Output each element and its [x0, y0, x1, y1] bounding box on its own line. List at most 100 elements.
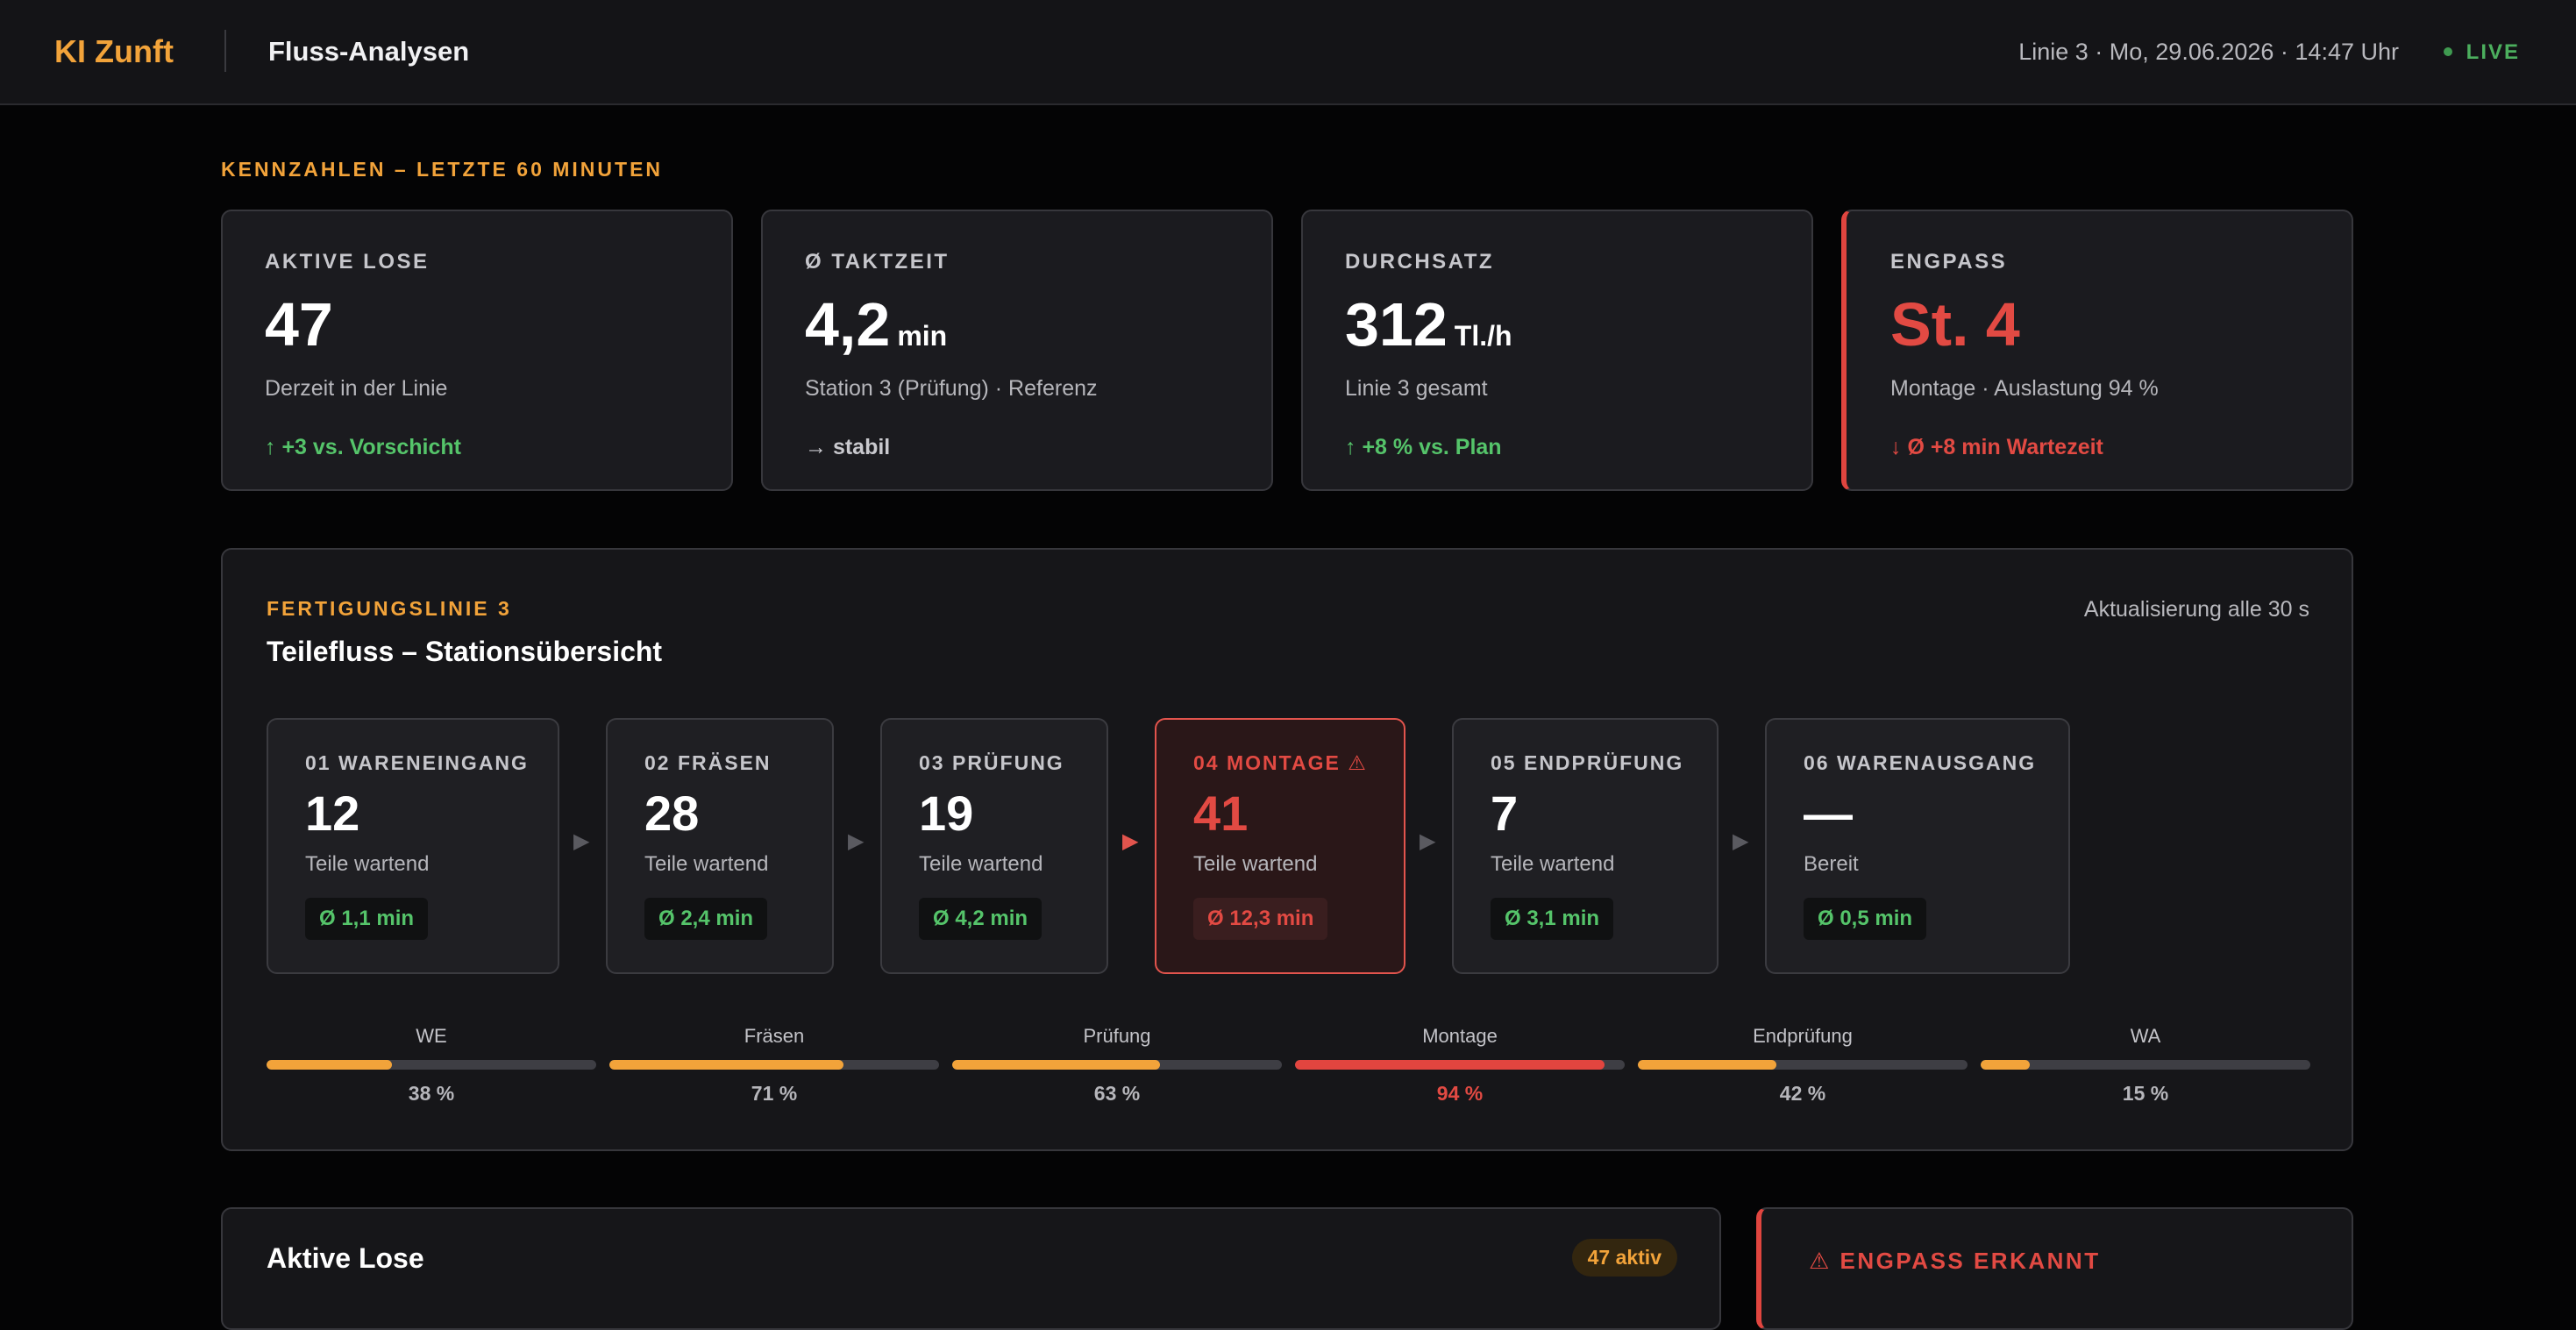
- utilization-fill: [1638, 1060, 1776, 1070]
- kpi-label: ENGPASS: [1890, 250, 2008, 274]
- kpi-unit: Tl./h: [1454, 320, 1512, 352]
- utilization-fill: [267, 1060, 392, 1070]
- station-count: 12: [305, 786, 360, 841]
- brand-logo[interactable]: KI Zunft: [54, 33, 174, 69]
- station-name: 01 WARENEINGANG: [305, 751, 529, 774]
- utilization-milling: Fräsen 71 %: [609, 1025, 939, 1113]
- station-avg-badge: Ø 4,2 min: [919, 898, 1042, 940]
- station-avg-badge: Ø 2,4 min: [644, 898, 768, 940]
- utilization-inspection: Prüfung 63 %: [952, 1025, 1282, 1113]
- station-card-goods-out[interactable]: 06 WARENAUSGANG — Bereit Ø 0,5 min: [1765, 718, 2070, 974]
- kpi-card-cycle-time[interactable]: Ø TAKTZEIT 4,2 min Station 3 (Prüfung) · …: [761, 210, 1273, 491]
- top-bar: KI Zunft Fluss-Analysen Linie 3 · Mo, 29…: [0, 0, 2576, 105]
- utilization-fill: [1981, 1060, 2031, 1070]
- station-card-goods-in[interactable]: 01 WARENEINGANG 12 Teile wartend Ø 1,1 m…: [267, 718, 559, 974]
- station-name: 06 WARENAUSGANG: [1804, 751, 2037, 774]
- bottleneck-alert-panel: ⚠ ENGPASS ERKANNT: [1756, 1207, 2353, 1330]
- station-status: Teile wartend: [1193, 852, 1318, 876]
- utilization-label: Endprüfung: [1753, 1025, 1853, 1047]
- utilization-value: 63 %: [1093, 1082, 1141, 1105]
- utilization-label: Fräsen: [744, 1025, 805, 1047]
- utilization-track: [1638, 1060, 1968, 1070]
- station-avg-badge: Ø 0,5 min: [1804, 898, 1927, 940]
- kpi-card-bottleneck[interactable]: ENGPASS St. 4 Montage · Auslastung 94 % …: [1841, 210, 2353, 491]
- utilization-label: Prüfung: [1083, 1025, 1151, 1047]
- utilization-value: 15 %: [2122, 1082, 2169, 1105]
- live-indicator-icon: [2444, 47, 2452, 56]
- station-count: —: [1804, 786, 1853, 841]
- station-status: Teile wartend: [919, 852, 1043, 876]
- kpi-unit: min: [897, 320, 948, 352]
- utilization-value: 38 %: [408, 1082, 455, 1105]
- station-status: Teile wartend: [1491, 852, 1615, 876]
- flow-arrow-icon: ▶: [1420, 829, 1436, 853]
- kpi-trend: ↑ +8 % vs. Plan: [1345, 435, 1502, 459]
- utilization-fill: [1295, 1060, 1605, 1070]
- kpi-value: 312 Tl./h: [1345, 290, 1512, 359]
- flow-kicker: FERTIGUNGSLINIE 3: [267, 597, 512, 620]
- station-count: 7: [1491, 786, 1519, 841]
- station-card-assembly[interactable]: 04 MONTAGE ⚠ 41 Teile wartend Ø 12,3 min: [1155, 718, 1405, 974]
- kpi-subtitle: Montage · Auslastung 94 %: [1890, 376, 2159, 401]
- utilization-label: Montage: [1422, 1025, 1498, 1047]
- bottleneck-alert-title: ⚠ ENGPASS ERKANNT: [1809, 1248, 2101, 1274]
- kpi-card-throughput[interactable]: DURCHSATZ 312 Tl./h Linie 3 gesamt ↑ +8 %…: [1301, 210, 1813, 491]
- live-status-badge: LIVE: [2466, 40, 2520, 64]
- station-name: 02 FRÄSEN: [644, 751, 772, 774]
- utilization-label: WA: [2130, 1025, 2161, 1047]
- station-card-inspection[interactable]: 03 PRÜFUNG 19 Teile wartend Ø 4,2 min: [880, 718, 1108, 974]
- refresh-interval: Aktualisierung alle 30 s: [2083, 597, 2309, 622]
- station-avg-badge: Ø 3,1 min: [1491, 898, 1614, 940]
- utilization-we: WE 38 %: [267, 1025, 596, 1113]
- utilization-final-inspection: Endprüfung 42 %: [1638, 1025, 1968, 1113]
- station-card-final-inspection[interactable]: 05 ENDPRÜFUNG 7 Teile wartend Ø 3,1 min: [1452, 718, 1719, 974]
- utilization-track: [952, 1060, 1282, 1070]
- utilization-fill: [952, 1060, 1160, 1070]
- kpi-subtitle: Station 3 (Prüfung) · Referenz: [805, 376, 1098, 401]
- topbar-divider: [224, 30, 226, 72]
- active-lots-title: Aktive Lose: [267, 1242, 424, 1274]
- station-avg-badge: Ø 12,3 min: [1193, 898, 1328, 940]
- kpi-value: St. 4: [1890, 290, 2020, 359]
- station-count: 28: [644, 786, 700, 841]
- utilization-fill: [609, 1060, 843, 1070]
- kpi-subtitle: Linie 3 gesamt: [1345, 376, 1488, 401]
- station-name: 03 PRÜFUNG: [919, 751, 1064, 774]
- kpi-card-active-lots[interactable]: AKTIVE LOSE 47 Derzeit in der Linie ↑ +3…: [221, 210, 733, 491]
- kpi-value: 47: [265, 290, 333, 359]
- active-lots-count-badge: 47 aktiv: [1571, 1239, 1677, 1277]
- utilization-label: WE: [416, 1025, 447, 1047]
- kpi-trend: → stabil: [805, 435, 891, 459]
- flow-arrow-icon: ▶: [848, 829, 865, 853]
- kpi-value: 4,2 min: [805, 290, 948, 359]
- station-name: 05 ENDPRÜFUNG: [1491, 751, 1684, 774]
- kpi-label: DURCHSATZ: [1345, 250, 1495, 274]
- kpi-subtitle: Derzeit in der Linie: [265, 376, 448, 401]
- flow-arrow-icon: ▶: [1122, 829, 1139, 853]
- utilization-value: 94 %: [1436, 1082, 1484, 1105]
- utilization-value: 42 %: [1779, 1082, 1826, 1105]
- page-title: Fluss-Analysen: [268, 36, 470, 67]
- utilization-value: 71 %: [751, 1082, 798, 1105]
- station-status: Teile wartend: [305, 852, 430, 876]
- line-date-time: Linie 3 · Mo, 29.06.2026 · 14:47 Uhr: [2018, 39, 2399, 65]
- station-count: 41: [1193, 786, 1249, 841]
- station-avg-badge: Ø 1,1 min: [305, 898, 429, 940]
- utilization-track: [1981, 1060, 2310, 1070]
- kpi-trend: ↓ Ø +8 min Wartezeit: [1890, 435, 2103, 459]
- utilization-wa: WA 15 %: [1981, 1025, 2310, 1113]
- utilization-track: [1295, 1060, 1625, 1070]
- utilization-track: [267, 1060, 596, 1070]
- station-card-milling[interactable]: 02 FRÄSEN 28 Teile wartend Ø 2,4 min: [606, 718, 834, 974]
- kpi-label: AKTIVE LOSE: [265, 250, 430, 274]
- flow-arrow-icon: ▶: [1733, 829, 1749, 853]
- station-count: 19: [919, 786, 974, 841]
- utilization-track: [609, 1060, 939, 1070]
- station-status: Teile wartend: [644, 852, 769, 876]
- kpi-trend: ↑ +3 vs. Vorschicht: [265, 435, 461, 459]
- flow-panel: FERTIGUNGSLINIE 3 Teilefluss – Stationsü…: [221, 548, 2353, 1151]
- station-name: 04 MONTAGE ⚠: [1193, 751, 1368, 774]
- flow-arrow-icon: ▶: [573, 829, 590, 853]
- kpi-label: Ø TAKTZEIT: [805, 250, 950, 274]
- station-status: Bereit: [1804, 852, 1859, 876]
